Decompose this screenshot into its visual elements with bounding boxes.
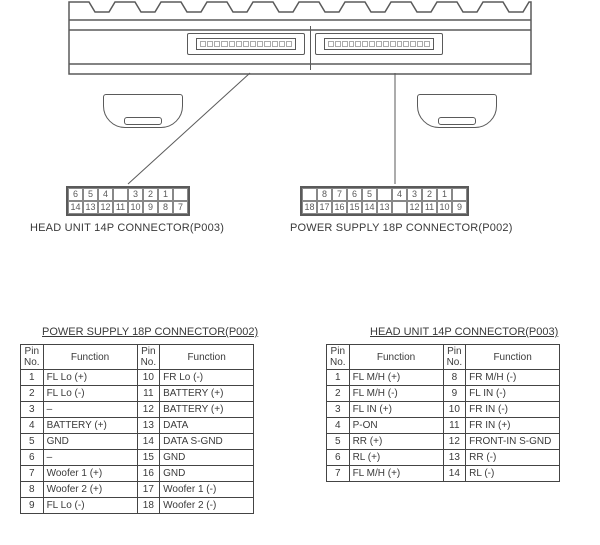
pin: 15	[347, 201, 362, 214]
pin: 6	[68, 188, 83, 201]
pin: 1	[437, 188, 452, 201]
table-row: 5RR (+)12FRONT-IN S-GND	[327, 434, 560, 450]
table-row: 7Woofer 1 (+)16GND	[21, 466, 254, 482]
col-header: Function	[349, 345, 443, 370]
pin: 5	[83, 188, 98, 201]
amplifier-unit	[65, 0, 535, 110]
page-root: 6543211413121110987 87654321181716151413…	[0, 0, 600, 545]
table-row: 4P-ON11FR IN (+)	[327, 418, 560, 434]
pin: 9	[452, 201, 467, 214]
pin: 8	[317, 188, 332, 201]
col-header: PinNo.	[443, 345, 466, 370]
pin: 4	[392, 188, 407, 201]
col-header: PinNo.	[137, 345, 160, 370]
table-title-p002: POWER SUPPLY 18P CONNECTOR(P002)	[42, 326, 258, 338]
table-row: 6–15GND	[21, 450, 254, 466]
pin: 2	[143, 188, 158, 201]
table-row: 3FL IN (+)10FR IN (-)	[327, 402, 560, 418]
pin: 10	[437, 201, 452, 214]
table-row: 6RL (+)13RR (-)	[327, 450, 560, 466]
pin: 7	[173, 201, 188, 214]
pin: 9	[143, 201, 158, 214]
col-header: PinNo.	[21, 345, 44, 370]
pin-table-p002: PinNo.FunctionPinNo.Function1FL Lo (+)10…	[20, 344, 254, 514]
pin: 14	[68, 201, 83, 214]
pin: 1	[158, 188, 173, 201]
pin: 11	[113, 201, 128, 214]
table-title-p003: HEAD UNIT 14P CONNECTOR(P003)	[370, 326, 558, 338]
pin: 5	[362, 188, 377, 201]
pin: 11	[422, 201, 437, 214]
pin: 13	[83, 201, 98, 214]
table-row: 9FL Lo (-)18Woofer 2 (-)	[21, 498, 254, 514]
pin: 14	[362, 201, 377, 214]
pin: 3	[407, 188, 422, 201]
connector-map-p002: 8765 4321 181716151413 1211109	[300, 186, 469, 216]
table-row: 5GND14DATA S-GND	[21, 434, 254, 450]
port-left	[187, 33, 305, 55]
table-row: 2FL Lo (-)11BATTERY (+)	[21, 386, 254, 402]
connector-label-p002: POWER SUPPLY 18P CONNECTOR(P002)	[290, 222, 513, 234]
col-header: PinNo.	[327, 345, 350, 370]
pin: 2	[422, 188, 437, 201]
pin: 18	[302, 201, 317, 214]
table-row: 2FL M/H (-)9FL IN (-)	[327, 386, 560, 402]
col-header: Function	[43, 345, 137, 370]
pin-table-p003: PinNo.FunctionPinNo.Function1FL M/H (+)8…	[326, 344, 560, 482]
pin: 13	[377, 201, 392, 214]
pin: 7	[332, 188, 347, 201]
table-row: 1FL M/H (+)8FR M/H (-)	[327, 370, 560, 386]
table-row: 8Woofer 2 (+)17Woofer 1 (-)	[21, 482, 254, 498]
unit-foot-right	[417, 94, 497, 128]
table-row: 3–12BATTERY (+)	[21, 402, 254, 418]
table-row: 1FL Lo (+)10FR Lo (-)	[21, 370, 254, 386]
col-header: Function	[466, 345, 560, 370]
table-row: 7FL M/H (+)14RL (-)	[327, 466, 560, 482]
connector-label-p003: HEAD UNIT 14P CONNECTOR(P003)	[30, 222, 224, 234]
pin: 8	[158, 201, 173, 214]
connector-map-p003: 654 321 1413121110987	[66, 186, 190, 216]
pin: 12	[98, 201, 113, 214]
pin: 6	[347, 188, 362, 201]
pin: 12	[407, 201, 422, 214]
pin: 4	[98, 188, 113, 201]
pin: 17	[317, 201, 332, 214]
pin: 16	[332, 201, 347, 214]
unit-foot-left	[103, 94, 183, 128]
pin: 10	[128, 201, 143, 214]
port-right	[315, 33, 443, 55]
table-row: 4BATTERY (+)13DATA	[21, 418, 254, 434]
pin: 3	[128, 188, 143, 201]
col-header: Function	[160, 345, 254, 370]
